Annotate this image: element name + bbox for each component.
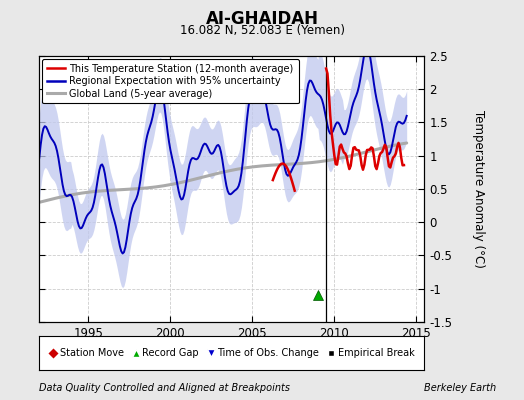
- Y-axis label: Temperature Anomaly (°C): Temperature Anomaly (°C): [472, 110, 485, 268]
- Text: Data Quality Controlled and Aligned at Breakpoints: Data Quality Controlled and Aligned at B…: [39, 383, 290, 393]
- Text: AI-GHAIDAH: AI-GHAIDAH: [205, 10, 319, 28]
- Text: 16.082 N, 52.083 E (Yemen): 16.082 N, 52.083 E (Yemen): [180, 24, 344, 37]
- Legend: Station Move, Record Gap, Time of Obs. Change, Empirical Break: Station Move, Record Gap, Time of Obs. C…: [45, 344, 419, 362]
- Text: Berkeley Earth: Berkeley Earth: [424, 383, 497, 393]
- Legend: This Temperature Station (12-month average), Regional Expectation with 95% uncer: This Temperature Station (12-month avera…: [42, 59, 299, 104]
